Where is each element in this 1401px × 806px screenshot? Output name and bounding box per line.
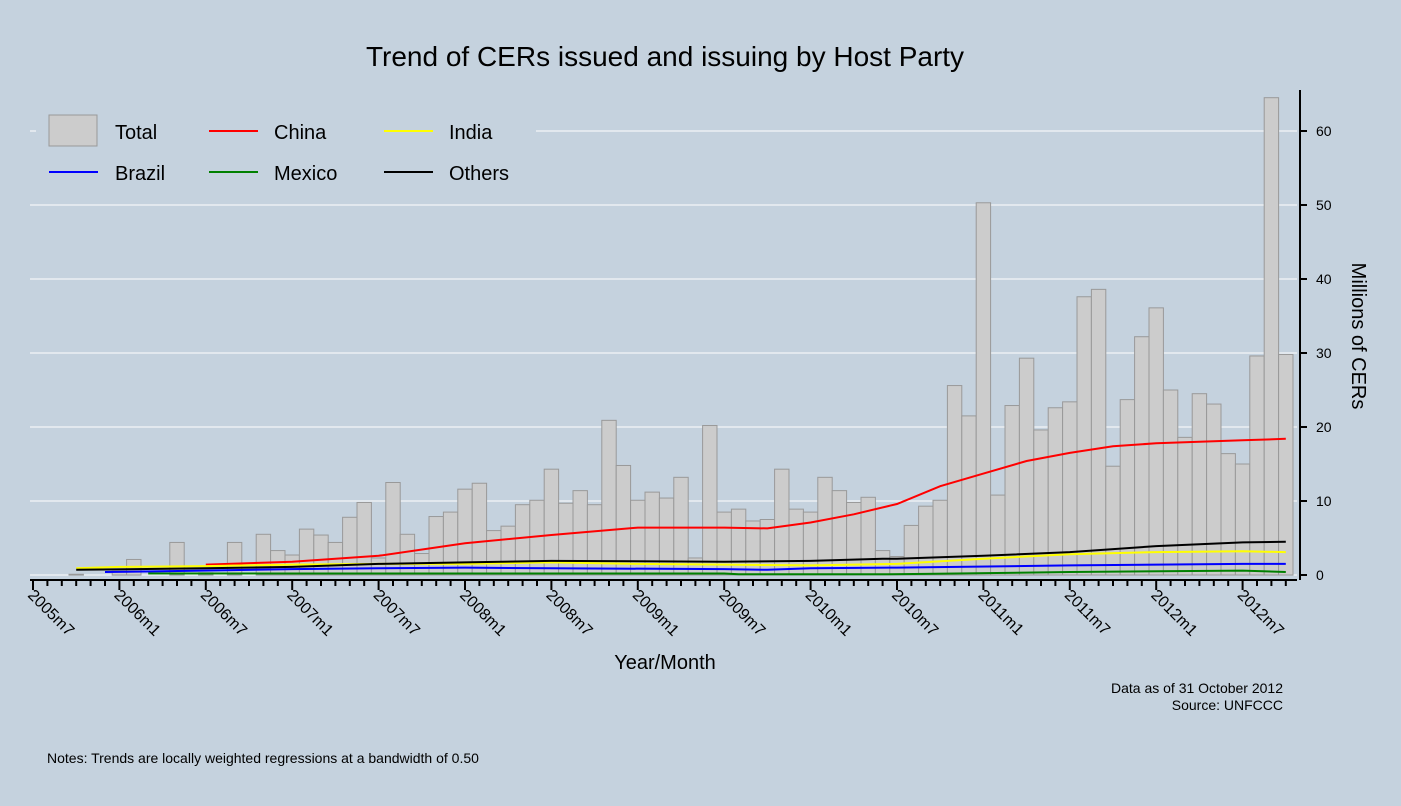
bar-2011m1 [975,202,992,576]
bar-2008m7 [543,468,560,576]
bar-2011m10 [1105,465,1121,576]
bar-2010m9 [918,505,934,576]
bar-2009m6 [702,425,718,576]
bar-2008m2 [471,482,488,576]
bar-2009m2 [644,491,660,576]
bar-2012m6 [1220,453,1236,576]
bar-2010m10 [932,499,948,576]
bar-2008m8 [558,502,574,576]
legend-label-china: China [274,122,327,144]
bar-2008m10 [586,504,603,576]
bar-2011m7 [1062,401,1078,576]
chart-title: Trend of CERs issued and issuing by Host… [366,41,964,72]
y-tick-label: 10 [1316,493,1332,509]
legend-label-others: Others [449,163,509,185]
bar-2010m12 [961,415,977,576]
legend-label-brazil: Brazil [115,163,165,185]
bar-2009m5 [687,557,704,576]
bar-2007m12 [442,511,459,576]
y-tick-label: 30 [1316,345,1332,361]
bar-2009m11 [774,468,790,576]
bar-2011m12 [1134,336,1150,576]
y-tick-label: 60 [1316,123,1332,139]
legend-swatch-total [48,114,98,147]
notes: Notes: Trends are locally weighted regre… [47,750,479,766]
source-note: Source: UNFCCC [1172,697,1283,713]
bar-2011m2 [990,494,1006,576]
bar-2010m6 [874,550,891,576]
bar-2007m8 [385,482,401,576]
bar-2007m5 [342,516,358,576]
trend-line-india [76,550,1286,570]
bar-2012m4 [1191,393,1208,576]
bar-2012m3 [1177,436,1193,576]
legend-label-india: India [449,122,493,144]
y-axis-label: Millions of CERs [1347,263,1369,410]
y-axis: 0 10 20 30 40 50 60 [1299,90,1332,583]
bar-2012m9 [1263,97,1280,576]
bar-2011m3 [1004,405,1020,576]
bar-2008m11 [601,419,617,576]
bar-2012m2 [1162,389,1179,576]
bar-2009m4 [673,476,689,576]
bar-2012m5 [1206,403,1222,576]
trend-lines [76,437,1286,576]
bar-2008m5 [514,504,531,576]
bar-2007m7 [370,557,387,576]
y-tick-label: 40 [1316,271,1332,287]
bar-2012m1 [1148,307,1164,576]
legend-background [36,104,536,194]
bar-2011m6 [1047,407,1064,576]
x-axis-label: Year/Month [614,652,716,674]
trend-line-others [76,540,1286,571]
bar-2011m9 [1090,288,1107,576]
bar-2012m10 [1278,353,1294,576]
bar-2011m4 [1018,357,1035,576]
bar-2010m3 [831,490,848,576]
trend-line-brazil [104,562,1286,573]
legend-label-mexico: Mexico [274,163,337,185]
bar-2012m7 [1234,463,1251,576]
trend-line-mexico [148,569,1286,576]
bar-2005m10 [68,573,84,576]
bar-2008m12 [615,464,632,576]
bar-2011m8 [1076,296,1092,576]
y-tick-label: 50 [1316,197,1332,213]
legend: Total China India Brazil Mexico Others [36,104,536,194]
data-as-of-note: Data as of 31 October 2012 [1111,680,1283,696]
trend-line-china [205,437,1286,566]
legend-label-total: Total [115,122,157,144]
y-tick-label: 0 [1316,567,1324,583]
y-tick-label: 20 [1316,419,1332,435]
